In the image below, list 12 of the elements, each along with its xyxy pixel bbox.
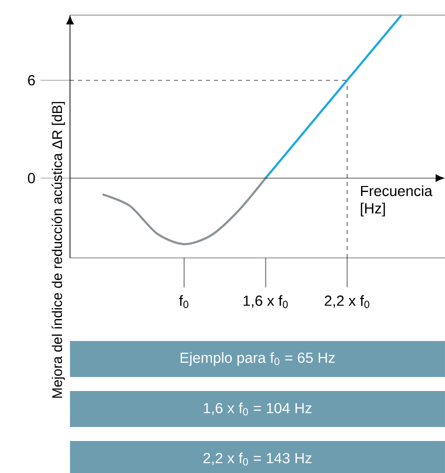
text: Ejemplo para f$_{0}$ = 65 Hz — [180, 352, 335, 366]
text: 2,2 x f$_{0}$ = 143 Hz — [203, 452, 312, 466]
text: 1,6 x f$_{0}$ = 104 Hz — [204, 402, 312, 416]
x-tick-label: 1,6 x f$_{0}$ — [244, 295, 288, 308]
line-series — [264, 14, 403, 180]
x-tick-label: 2,2 x f$_{0}$ — [324, 295, 370, 308]
x-axis-title: Frecuencia [Hz] — [360, 185, 432, 216]
y-tick-label: 6 — [28, 75, 35, 86]
y-axis-title: Mejora del índice de reducción acústica ΔR [dB] — [52, 102, 65, 398]
line-series — [102, 177, 267, 246]
y-tick-label: 0 — [28, 172, 35, 184]
x-tick-label: f$_{0}$ — [179, 295, 188, 308]
